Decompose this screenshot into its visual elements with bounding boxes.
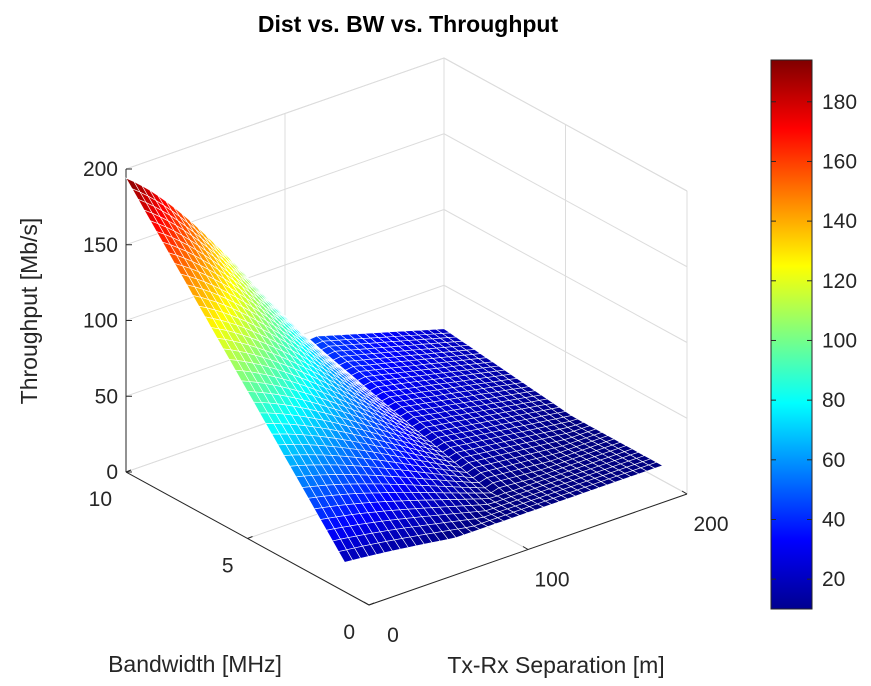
- colorbar-gradient: [770, 59, 813, 610]
- colorbar-tick-label: 180: [822, 91, 857, 114]
- colorbar-tick-label: 140: [822, 210, 857, 233]
- colorbar-tick-label: 160: [822, 150, 857, 173]
- x-tick: [522, 546, 529, 550]
- throughput-surface: [125, 177, 664, 563]
- y-tick-label: 10: [89, 488, 112, 511]
- colorbar-tick-label: 100: [822, 329, 857, 352]
- colorbar-tick-label: 40: [822, 508, 845, 531]
- z-tick-label: 0: [106, 461, 118, 484]
- x-tick-label: 0: [387, 624, 399, 647]
- z-tick-label: 150: [83, 234, 118, 257]
- colorbar-tick-label: 20: [822, 568, 845, 591]
- y-axis-label: Bandwidth [MHz]: [108, 651, 282, 677]
- x-tick: [363, 601, 370, 606]
- y-tick: [368, 602, 375, 606]
- x-tick-label: 200: [693, 513, 728, 536]
- colorbar-ticks: 20 40 60 80 100 120 140 160 180: [771, 91, 857, 591]
- colorbar: 20 40 60 80 100 120 140 160 180: [770, 59, 857, 610]
- y-tick-label: 0: [343, 621, 355, 644]
- x-tick: [681, 490, 688, 495]
- colorbar-tick-label: 60: [822, 449, 845, 472]
- z-axis-label: Throughput [Mb/s]: [16, 218, 42, 405]
- axis-ticks: 0 50 100 150 200 0 100 200 0 5 10: [83, 158, 729, 647]
- z-tick-label: 200: [83, 158, 118, 181]
- surface-patch: [338, 549, 354, 563]
- z-tick-label: 50: [95, 385, 118, 408]
- y-tick: [247, 536, 253, 539]
- z-tick-label: 100: [83, 310, 118, 333]
- x-axis-label: Tx-Rx Separation [m]: [447, 652, 664, 678]
- chart-title: Dist vs. BW vs. Throughput: [258, 11, 559, 37]
- x-tick-label: 100: [534, 569, 569, 592]
- y-tick: [125, 469, 132, 473]
- colorbar-tick-label: 120: [822, 270, 857, 293]
- y-tick-label: 5: [222, 555, 234, 578]
- colorbar-tick-label: 80: [822, 389, 845, 412]
